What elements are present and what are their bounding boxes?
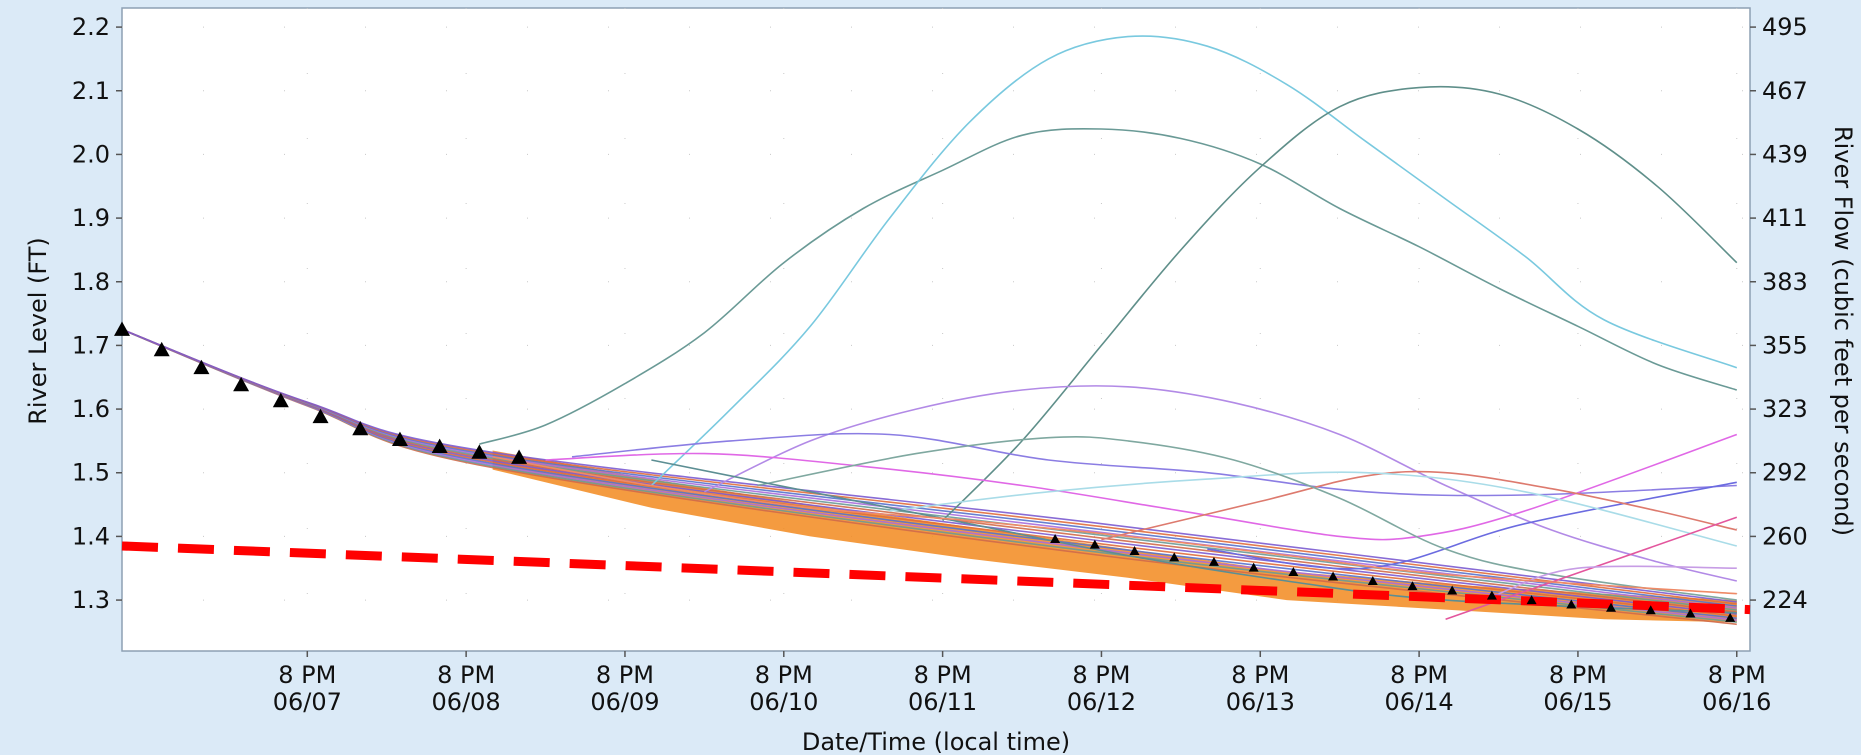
y-right-tick-label: 495 xyxy=(1762,13,1808,41)
observed-point xyxy=(1248,562,1259,572)
x-tick-date-label: 06/14 xyxy=(1385,688,1454,716)
forecast-line xyxy=(650,35,1738,487)
axes: 1.3 1.4 1.5 1.6 1.7 1.8 1.9 2.0 2.1 2.2 224 260 292 3… xyxy=(72,13,1808,716)
observed-point xyxy=(1685,608,1696,618)
observed-point xyxy=(1447,585,1458,595)
y-right-tick-label: 292 xyxy=(1762,459,1808,487)
fan-member-line xyxy=(121,328,1737,603)
x-tick-date-label: 06/13 xyxy=(1226,688,1295,716)
observed-point xyxy=(153,341,170,357)
observed-point xyxy=(1050,533,1061,543)
observed-point xyxy=(1486,590,1497,600)
observed-point xyxy=(1089,539,1100,549)
threshold-line xyxy=(121,541,1751,615)
forecast-line xyxy=(889,471,1737,547)
observed-point xyxy=(193,359,210,375)
observed-point xyxy=(511,449,528,464)
observed-point xyxy=(1288,567,1299,577)
forecast-line xyxy=(545,433,1738,541)
observed-point xyxy=(1526,595,1537,605)
x-tick-time-label: 8 PM xyxy=(437,661,495,689)
x-tick-time-label: 8 PM xyxy=(1072,661,1130,689)
observed-point xyxy=(272,392,289,408)
y-right-tick-label: 224 xyxy=(1762,586,1808,614)
observed-point xyxy=(1328,571,1339,581)
x-tick-time-label: 8 PM xyxy=(596,661,654,689)
y-left-tick-label: 2.0 xyxy=(72,140,110,168)
observed-point xyxy=(1645,605,1656,615)
y-axis-right-title: River Flow (cubic feet per second) xyxy=(1829,126,1857,536)
forecast-line xyxy=(479,127,1738,445)
y-right-tick-label: 323 xyxy=(1762,395,1808,423)
x-tick-time-label: 8 PM xyxy=(1708,661,1766,689)
y-left-tick-label: 1.3 xyxy=(72,586,110,614)
x-tick-time-label: 8 PM xyxy=(914,661,972,689)
forecast-line xyxy=(571,432,1737,497)
observed-point xyxy=(431,438,448,454)
observed-series xyxy=(114,321,1736,622)
y-left-tick-label: 1.9 xyxy=(72,204,110,232)
forecast-series xyxy=(479,35,1738,620)
observed-point xyxy=(1725,612,1736,622)
observed-point xyxy=(1606,602,1617,612)
forecast-line xyxy=(1445,516,1738,620)
threshold xyxy=(121,541,1751,615)
x-tick-time-label: 8 PM xyxy=(1549,661,1607,689)
y-right-tick-label: 355 xyxy=(1762,331,1808,359)
y-left-tick-label: 1.5 xyxy=(72,459,110,487)
x-tick-date-label: 06/09 xyxy=(590,688,659,716)
observed-point xyxy=(1566,599,1577,609)
y-right-tick-label: 467 xyxy=(1762,77,1808,105)
x-tick-date-label: 06/10 xyxy=(749,688,818,716)
x-tick-date-label: 06/16 xyxy=(1702,688,1771,716)
observed-point xyxy=(312,408,329,424)
observed-point xyxy=(471,444,488,459)
x-tick-date-label: 06/07 xyxy=(273,688,342,716)
y-axis-left-title: River Level (FT) xyxy=(24,237,52,425)
x-tick-time-label: 8 PM xyxy=(1390,661,1448,689)
observed-point xyxy=(1208,556,1219,566)
forecast-line xyxy=(942,85,1738,522)
forecast-line xyxy=(1101,470,1737,541)
y-left-tick-label: 1.6 xyxy=(72,395,110,423)
y-left-tick-label: 1.7 xyxy=(72,331,110,359)
y-left-tick-label: 2.2 xyxy=(72,13,110,41)
observed-point xyxy=(1129,546,1140,556)
x-tick-date-label: 06/15 xyxy=(1543,688,1612,716)
x-tick-date-label: 06/08 xyxy=(432,688,501,716)
observed-point xyxy=(114,321,130,336)
y-right-tick-label: 439 xyxy=(1762,140,1808,168)
x-tick-time-label: 8 PM xyxy=(1231,661,1289,689)
observed-point xyxy=(1169,552,1180,562)
y-left-tick-label: 2.1 xyxy=(72,77,110,105)
observed-point xyxy=(352,420,369,436)
observed-point xyxy=(1407,581,1418,591)
forecast-line xyxy=(704,385,1737,582)
y-right-tick-label: 383 xyxy=(1762,268,1808,296)
forecast-line xyxy=(1207,481,1737,570)
forecast-line xyxy=(757,435,1737,601)
y-left-tick-label: 1.8 xyxy=(72,268,110,296)
y-left-tick-label: 1.4 xyxy=(72,522,110,550)
observed-point xyxy=(233,376,250,392)
x-tick-time-label: 8 PM xyxy=(755,661,813,689)
forecast-fan xyxy=(121,328,1737,626)
y-right-tick-label: 260 xyxy=(1762,522,1808,550)
forecast-line xyxy=(492,456,1737,595)
x-tick-date-label: 06/11 xyxy=(908,688,977,716)
observed-point xyxy=(1367,575,1378,585)
x-tick-date-label: 06/12 xyxy=(1067,688,1136,716)
forecast-line xyxy=(1498,565,1737,595)
observed-point xyxy=(391,431,408,447)
y-right-tick-label: 411 xyxy=(1762,204,1808,232)
x-tick-time-label: 8 PM xyxy=(278,661,336,689)
x-axis-title: Date/Time (local time) xyxy=(802,728,1070,755)
